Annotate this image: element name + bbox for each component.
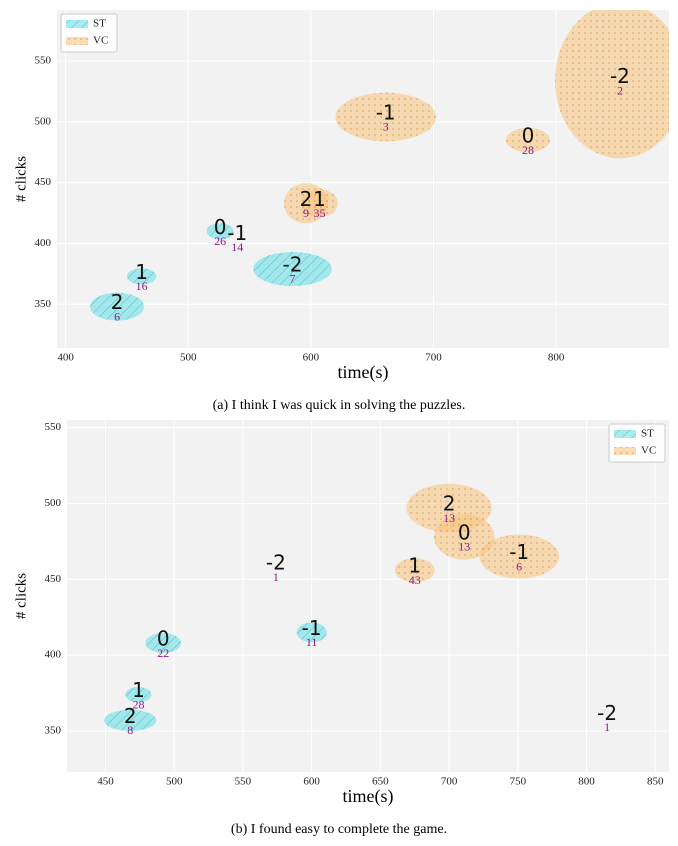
legend-box	[608, 423, 666, 463]
count-label: 35	[313, 206, 325, 220]
ellipse-pattern	[554, 10, 669, 159]
legend-swatch-pattern	[66, 37, 88, 45]
y-tick-label: 400	[35, 237, 52, 249]
score-label: 0	[157, 627, 170, 651]
y-tick-label: 450	[35, 176, 52, 188]
x-tick-label: 700	[441, 776, 458, 788]
x-tick-label: 800	[578, 776, 595, 788]
ellipse-pattern	[433, 514, 495, 560]
caption: (b) I found easy to complete the game.	[231, 822, 447, 837]
count-label: 22	[157, 646, 169, 660]
x-tick-label: 500	[166, 776, 183, 788]
ellipse-pattern	[394, 558, 435, 583]
legend-label: VC	[93, 35, 108, 47]
count-label: 14	[231, 240, 243, 254]
y-axis-label: # clicks	[13, 573, 29, 619]
count-label: 7	[289, 272, 295, 286]
y-tick-label: 550	[45, 421, 62, 433]
y-tick-label: 550	[35, 55, 52, 67]
x-axis-label: time(s)	[343, 786, 394, 807]
y-tick-label: 500	[35, 115, 52, 127]
ellipse-pattern	[479, 534, 560, 579]
legend-swatch-pattern	[614, 430, 636, 438]
ellipse-pattern	[125, 687, 152, 703]
y-axis-label: # clicks	[13, 156, 29, 202]
score-label: 1	[408, 554, 421, 578]
x-tick-label: 450	[97, 776, 114, 788]
score-label: 2	[300, 187, 313, 211]
marks	[90, 10, 669, 321]
count-label: 9	[303, 206, 309, 220]
count-label: 16	[136, 279, 148, 293]
ellipse-pattern	[206, 223, 234, 240]
count-label: 1	[604, 720, 610, 734]
count-label: 6	[516, 559, 522, 573]
score-label: 2	[124, 704, 137, 728]
x-tick-label: 700	[425, 352, 442, 364]
score-label: 2	[111, 290, 124, 314]
y-tick-label: 350	[45, 725, 62, 737]
score-label: -2	[283, 252, 303, 276]
x-tick-label: 500	[180, 352, 197, 364]
count-label: 3	[383, 120, 389, 134]
legend-label: ST	[641, 428, 654, 440]
count-label: 28	[132, 697, 144, 711]
legend-box	[60, 13, 118, 53]
ellipse-pattern	[90, 292, 145, 321]
x-axis-label: time(s)	[338, 362, 389, 383]
ellipse-pattern	[104, 709, 157, 732]
score-label: 0	[214, 215, 227, 239]
score-label: 2	[443, 492, 456, 516]
score-label: -2	[266, 551, 286, 575]
y-tick-label: 450	[45, 573, 62, 585]
count-label: 2	[617, 83, 623, 97]
score-label: -1	[376, 100, 396, 124]
x-tick-label: 400	[57, 352, 74, 364]
x-tick-label: 600	[303, 352, 320, 364]
caption: (a) I think I was quick in solving the p…	[213, 398, 466, 413]
ellipse-pattern	[253, 251, 332, 286]
legend-label: ST	[93, 18, 106, 30]
x-tick-label: 600	[303, 776, 320, 788]
score-label: 0	[522, 124, 535, 148]
ellipse-pattern	[301, 189, 338, 218]
score-label: -2	[610, 64, 630, 88]
x-tick-label: 800	[548, 352, 565, 364]
count-label: 8	[127, 723, 133, 737]
score-label: 1	[313, 187, 326, 211]
ellipse-pattern	[145, 633, 182, 653]
score-label: 0	[458, 520, 471, 544]
x-tick-label: 550	[235, 776, 252, 788]
score-label: -2	[597, 701, 617, 725]
score-label: 1	[135, 260, 148, 284]
score-label: -1	[509, 540, 529, 564]
ellipse-pattern	[126, 268, 157, 285]
count-label: 13	[443, 511, 455, 525]
score-label: 1	[132, 678, 145, 702]
count-label: 13	[458, 540, 470, 554]
legend-swatch-pattern	[614, 447, 636, 455]
score-label: -1	[302, 616, 322, 640]
legend-label: VC	[641, 445, 656, 457]
marks	[104, 483, 560, 732]
score-label: -1	[227, 221, 247, 245]
count-label: 43	[409, 573, 421, 587]
y-tick-label: 350	[35, 298, 52, 310]
count-label: 26	[214, 234, 226, 248]
count-label: 28	[522, 143, 534, 157]
x-tick-label: 750	[510, 776, 527, 788]
ellipse-pattern	[505, 127, 551, 153]
y-tick-label: 500	[45, 497, 62, 509]
y-tick-label: 400	[45, 649, 62, 661]
count-label: 6	[114, 309, 120, 323]
legend-swatch-pattern	[66, 20, 88, 28]
x-tick-label: 650	[372, 776, 389, 788]
x-tick-label: 850	[647, 776, 664, 788]
count-label: 11	[306, 635, 318, 649]
ellipse-pattern	[335, 92, 436, 142]
ellipse-pattern	[296, 622, 327, 643]
plot-area	[67, 420, 669, 772]
count-label: 1	[273, 570, 279, 584]
